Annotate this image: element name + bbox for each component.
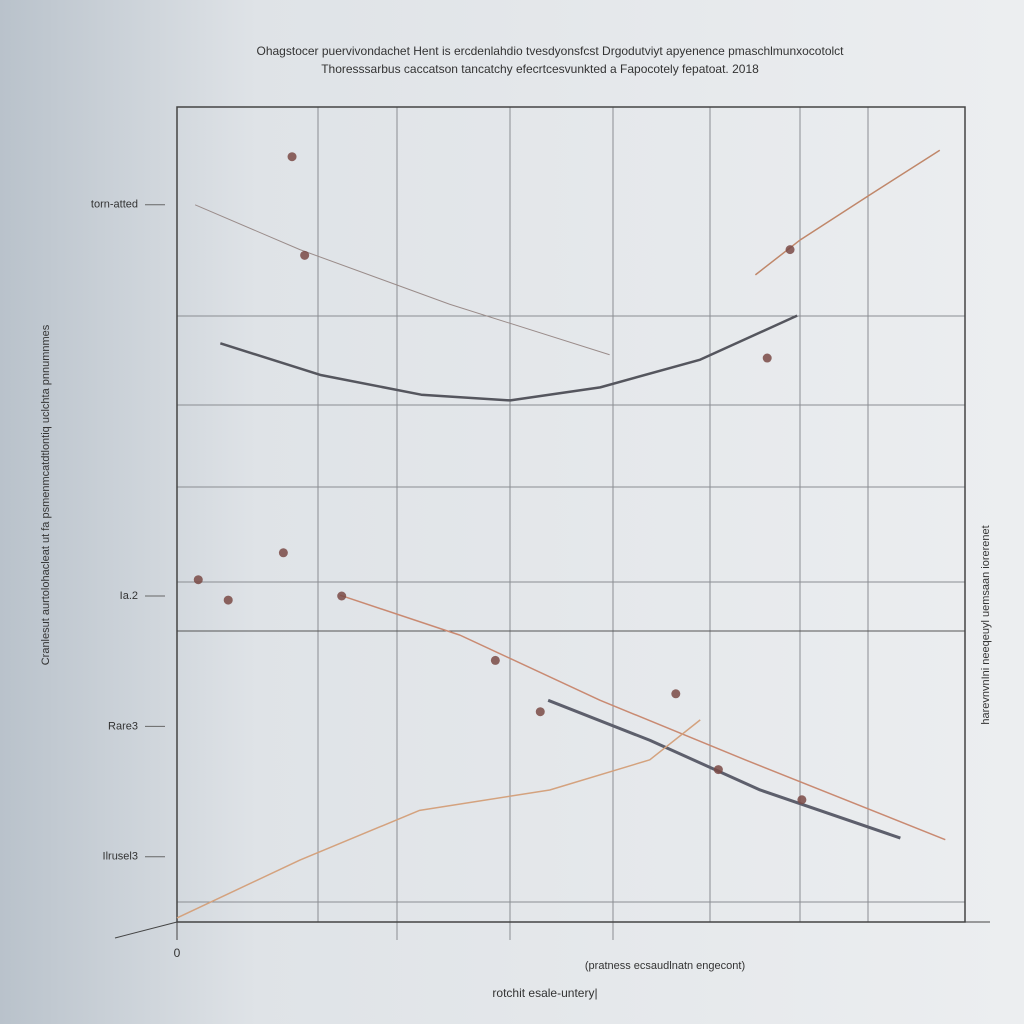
x-tick-label: 0 [174, 946, 181, 960]
data-point [278, 548, 288, 558]
data-point [490, 655, 500, 665]
data-line [339, 594, 946, 841]
data-point [193, 575, 203, 585]
y-tick-label: Ilrusel3 [103, 851, 138, 863]
y-tick-label: Ia.2 [120, 590, 138, 602]
chart-subtitle: Thoresssarbus caccatson tancatchy efecrt… [321, 62, 759, 76]
y-axis-label: Cranlesut aurtolohacleat ut fa psmenmcat… [40, 324, 52, 665]
data-point [762, 353, 772, 363]
data-point [713, 765, 723, 775]
data-line [176, 719, 701, 919]
data-point [300, 250, 310, 260]
x-axis-label: rotchit esale-untery| [492, 986, 597, 1000]
y-tick-label: Rare3 [108, 720, 138, 732]
data-point [223, 595, 233, 605]
y-tick-label: torn-atted [91, 199, 138, 211]
chart-title: Ohagstocer puervivondachet Hent is ercde… [257, 44, 845, 58]
data-point [797, 795, 807, 805]
data-line [754, 149, 941, 276]
data-point [287, 152, 297, 162]
x-axis [114, 921, 178, 939]
data-line [547, 698, 901, 840]
data-point [671, 689, 681, 699]
data-line [219, 314, 798, 402]
data-line [194, 204, 610, 356]
grid [114, 106, 990, 940]
y2-axis-label: harevnvnIni neeqeuyl uemsaan iorerenet [980, 525, 992, 724]
data-point [337, 591, 347, 601]
data-point [535, 707, 545, 717]
data-point [785, 245, 795, 255]
annotation: (pratness ecsaudlnatn engecont) [585, 960, 745, 972]
